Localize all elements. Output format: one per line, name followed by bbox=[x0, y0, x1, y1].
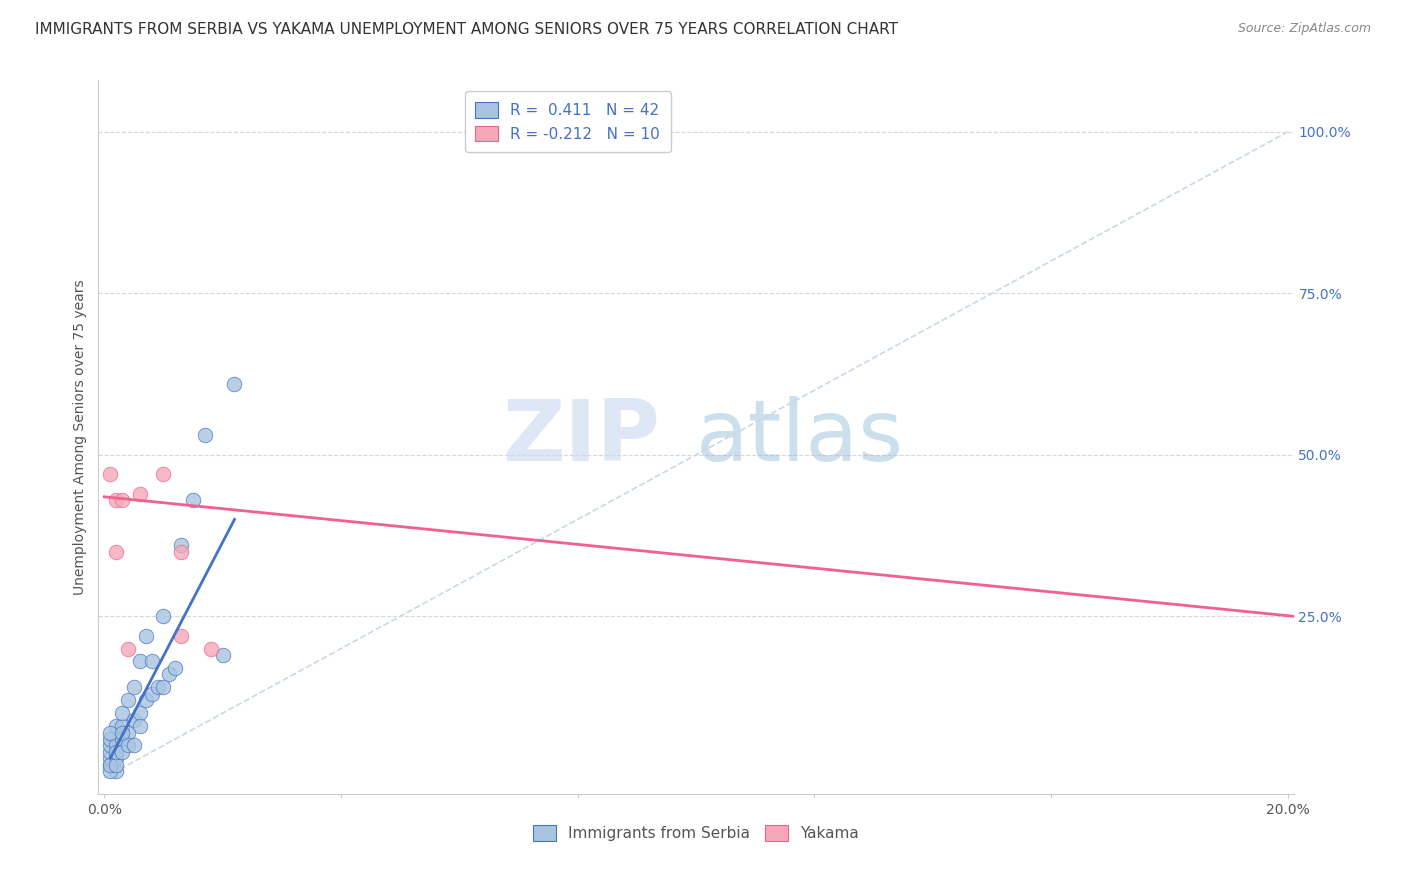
Point bbox=[135, 693, 157, 707]
Point bbox=[111, 706, 134, 721]
Point bbox=[224, 376, 246, 391]
Point bbox=[181, 493, 204, 508]
Point bbox=[105, 764, 128, 779]
Point bbox=[105, 745, 128, 759]
Point bbox=[98, 745, 121, 759]
Point bbox=[111, 719, 134, 733]
Point bbox=[98, 764, 121, 779]
Point bbox=[152, 681, 174, 695]
Point bbox=[170, 538, 193, 552]
Point bbox=[111, 493, 134, 508]
Point bbox=[170, 545, 193, 559]
Point bbox=[98, 725, 121, 739]
Point bbox=[105, 757, 128, 772]
Point bbox=[105, 545, 128, 559]
Point bbox=[117, 725, 139, 739]
Point bbox=[105, 493, 128, 508]
Point bbox=[146, 681, 169, 695]
Point bbox=[128, 706, 150, 721]
Point bbox=[105, 719, 128, 733]
Point bbox=[117, 641, 139, 656]
Legend: Immigrants from Serbia, Yakama: Immigrants from Serbia, Yakama bbox=[523, 816, 869, 850]
Text: ZIP: ZIP bbox=[502, 395, 661, 479]
Point bbox=[170, 629, 193, 643]
Point bbox=[141, 687, 163, 701]
Point bbox=[117, 739, 139, 753]
Y-axis label: Unemployment Among Seniors over 75 years: Unemployment Among Seniors over 75 years bbox=[73, 279, 87, 595]
Point bbox=[157, 667, 180, 681]
Point bbox=[141, 655, 163, 669]
Point bbox=[122, 713, 145, 727]
Point bbox=[122, 681, 145, 695]
Point bbox=[165, 661, 187, 675]
Point bbox=[98, 751, 121, 765]
Point bbox=[122, 739, 145, 753]
Point bbox=[152, 467, 174, 482]
Point bbox=[98, 757, 121, 772]
Point bbox=[105, 751, 128, 765]
Text: atlas: atlas bbox=[696, 395, 904, 479]
Point bbox=[194, 428, 217, 442]
Point bbox=[98, 757, 121, 772]
Point bbox=[128, 719, 150, 733]
Point bbox=[117, 693, 139, 707]
Point bbox=[98, 467, 121, 482]
Point bbox=[111, 745, 134, 759]
Point bbox=[105, 739, 128, 753]
Point bbox=[200, 641, 222, 656]
Text: IMMIGRANTS FROM SERBIA VS YAKAMA UNEMPLOYMENT AMONG SENIORS OVER 75 YEARS CORREL: IMMIGRANTS FROM SERBIA VS YAKAMA UNEMPLO… bbox=[35, 22, 898, 37]
Point bbox=[211, 648, 233, 662]
Point bbox=[128, 655, 150, 669]
Point bbox=[152, 609, 174, 624]
Point bbox=[111, 731, 134, 746]
Point bbox=[128, 486, 150, 500]
Point bbox=[135, 629, 157, 643]
Point bbox=[98, 739, 121, 753]
Point bbox=[111, 725, 134, 739]
Point bbox=[98, 731, 121, 746]
Text: Source: ZipAtlas.com: Source: ZipAtlas.com bbox=[1237, 22, 1371, 36]
